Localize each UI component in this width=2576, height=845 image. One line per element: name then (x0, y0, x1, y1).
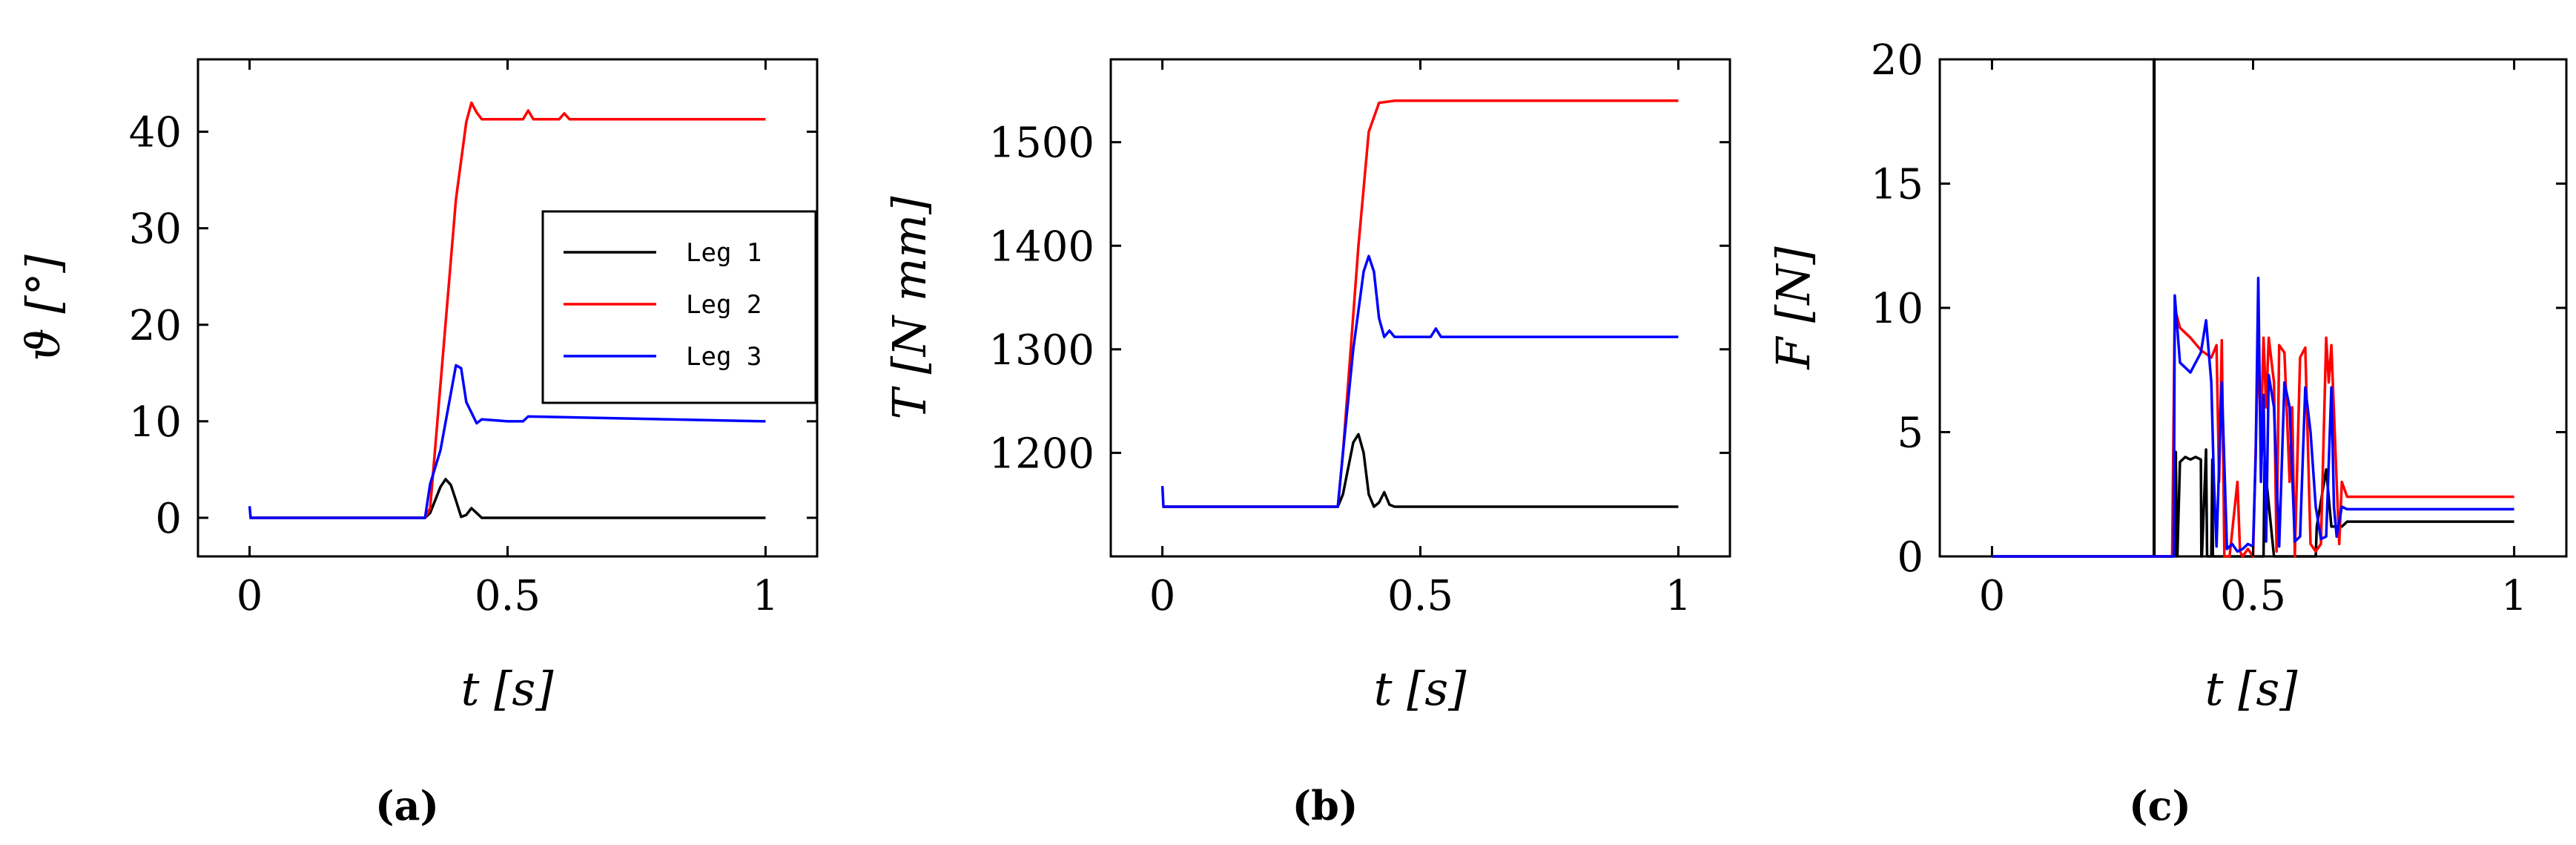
series-group-b (1160, 99, 1679, 508)
series-line-leg-1-a (249, 478, 766, 519)
x-tick-label-b: 0.5 (1387, 572, 1453, 620)
y-tick-label-a: 20 (129, 302, 182, 350)
caption-a: (a) (375, 782, 439, 829)
y-axis-label-c: F [N] (1766, 246, 1820, 370)
tick-group-b: 0 0.5 1 1200 1300 1400 1500 (988, 59, 1730, 620)
x-tick-label-b: 1 (1665, 572, 1692, 620)
y-tick-label-b: 1400 (988, 223, 1094, 271)
legend-label-leg-1: Leg 1 (686, 238, 762, 268)
x-tick-label-c: 0 (1979, 572, 2006, 620)
y-tick-label-a: 10 (129, 398, 182, 447)
x-axis-label-c: t [s] (2205, 662, 2299, 716)
y-axis-label-a: ϑ [°] (16, 254, 70, 361)
series-line-leg-2-c (1992, 306, 2514, 558)
series-line-leg-1-c (1992, 58, 2514, 558)
y-tick-label-c: 5 (1897, 410, 1923, 458)
caption-c: (c) (2129, 782, 2191, 829)
x-tick-label-c: 0.5 (2220, 572, 2286, 620)
y-tick-label-b: 1300 (988, 326, 1094, 375)
y-axis-label-b: T [N mm] (882, 196, 937, 420)
series-group-c (1992, 58, 2514, 558)
x-tick-label-c: 1 (2501, 572, 2528, 620)
y-tick-label-a: 0 (155, 495, 182, 543)
plot-frame-b (1109, 58, 1731, 558)
legend-box (541, 210, 817, 404)
y-tick-label-c: 15 (1871, 161, 1923, 209)
series-group-a (248, 101, 766, 519)
series-line-leg-2-a (249, 101, 766, 519)
y-tick-label-c: 10 (1871, 285, 1923, 333)
x-tick-label-a: 0 (237, 572, 263, 620)
x-axis-label-a: t [s] (461, 662, 555, 716)
legend-label-leg-2: Leg 2 (686, 290, 762, 320)
y-tick-label-b: 1500 (988, 119, 1094, 168)
x-tick-label-a: 0.5 (475, 572, 541, 620)
series-line-leg-1-b (1162, 433, 1679, 508)
legend-label-leg-3: Leg 3 (686, 342, 762, 372)
x-tick-label-a: 1 (753, 572, 779, 620)
legend: Leg 1 Leg 2 Leg 3 (541, 210, 817, 404)
series-line-leg-3-a (248, 364, 766, 519)
y-tick-label-b: 1200 (988, 430, 1094, 478)
x-tick-label-b: 0 (1149, 572, 1176, 620)
caption-b: (b) (1292, 782, 1358, 829)
panel-b: 0 0.5 1 1200 1300 1400 1500 t [s] T [N mm] (b) (882, 58, 1731, 829)
y-tick-label-c: 20 (1871, 36, 1923, 85)
series-line-leg-3-c (1992, 277, 2514, 558)
plot-frame-c (1938, 58, 2568, 558)
y-tick-label-a: 40 (129, 109, 182, 157)
y-tick-label-a: 30 (129, 206, 182, 254)
x-axis-label-b: t [s] (1374, 662, 1467, 716)
series-line-leg-3-b (1160, 254, 1679, 508)
y-tick-label-c: 0 (1897, 533, 1923, 582)
